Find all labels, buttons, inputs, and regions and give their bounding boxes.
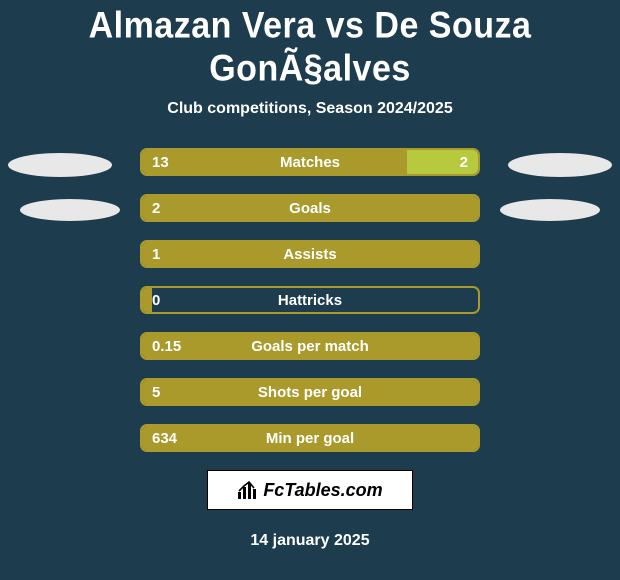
stat-row: 634Min per goal [140,424,480,452]
stat-label: Goals [142,196,478,220]
logo-text: FcTables.com [263,480,382,501]
stat-label: Assists [142,242,478,266]
fctables-logo: FcTables.com [207,470,413,510]
player-marker-right-2 [500,199,600,221]
stat-row: 2Goals [140,194,480,222]
page-subtitle: Club competitions, Season 2024/2025 [0,100,620,118]
player-marker-left-1 [8,153,112,177]
player-marker-right-1 [508,153,612,177]
chart-bars-icon [237,480,259,500]
stat-row: 1Assists [140,240,480,268]
page-title: Almazan Vera vs De Souza GonÃ§alves [0,0,620,90]
stat-label: Min per goal [142,426,478,450]
stat-label: Goals per match [142,334,478,358]
stat-label: Hattricks [142,288,478,312]
stats-area: 132Matches 2Goals 1Assists 0Hattricks 0.15Go… [0,148,620,452]
stat-label: Matches [142,150,478,174]
stat-row: 0Hattricks [140,286,480,314]
stat-row: 0.15Goals per match [140,332,480,360]
player-marker-left-2 [20,199,120,221]
stat-label: Shots per goal [142,380,478,404]
stat-bars-container: 132Matches 2Goals 1Assists 0Hattricks 0.15Go… [140,148,480,452]
stat-row: 132Matches [140,148,480,176]
stat-row: 5Shots per goal [140,378,480,406]
generation-date: 14 january 2025 [0,532,620,550]
